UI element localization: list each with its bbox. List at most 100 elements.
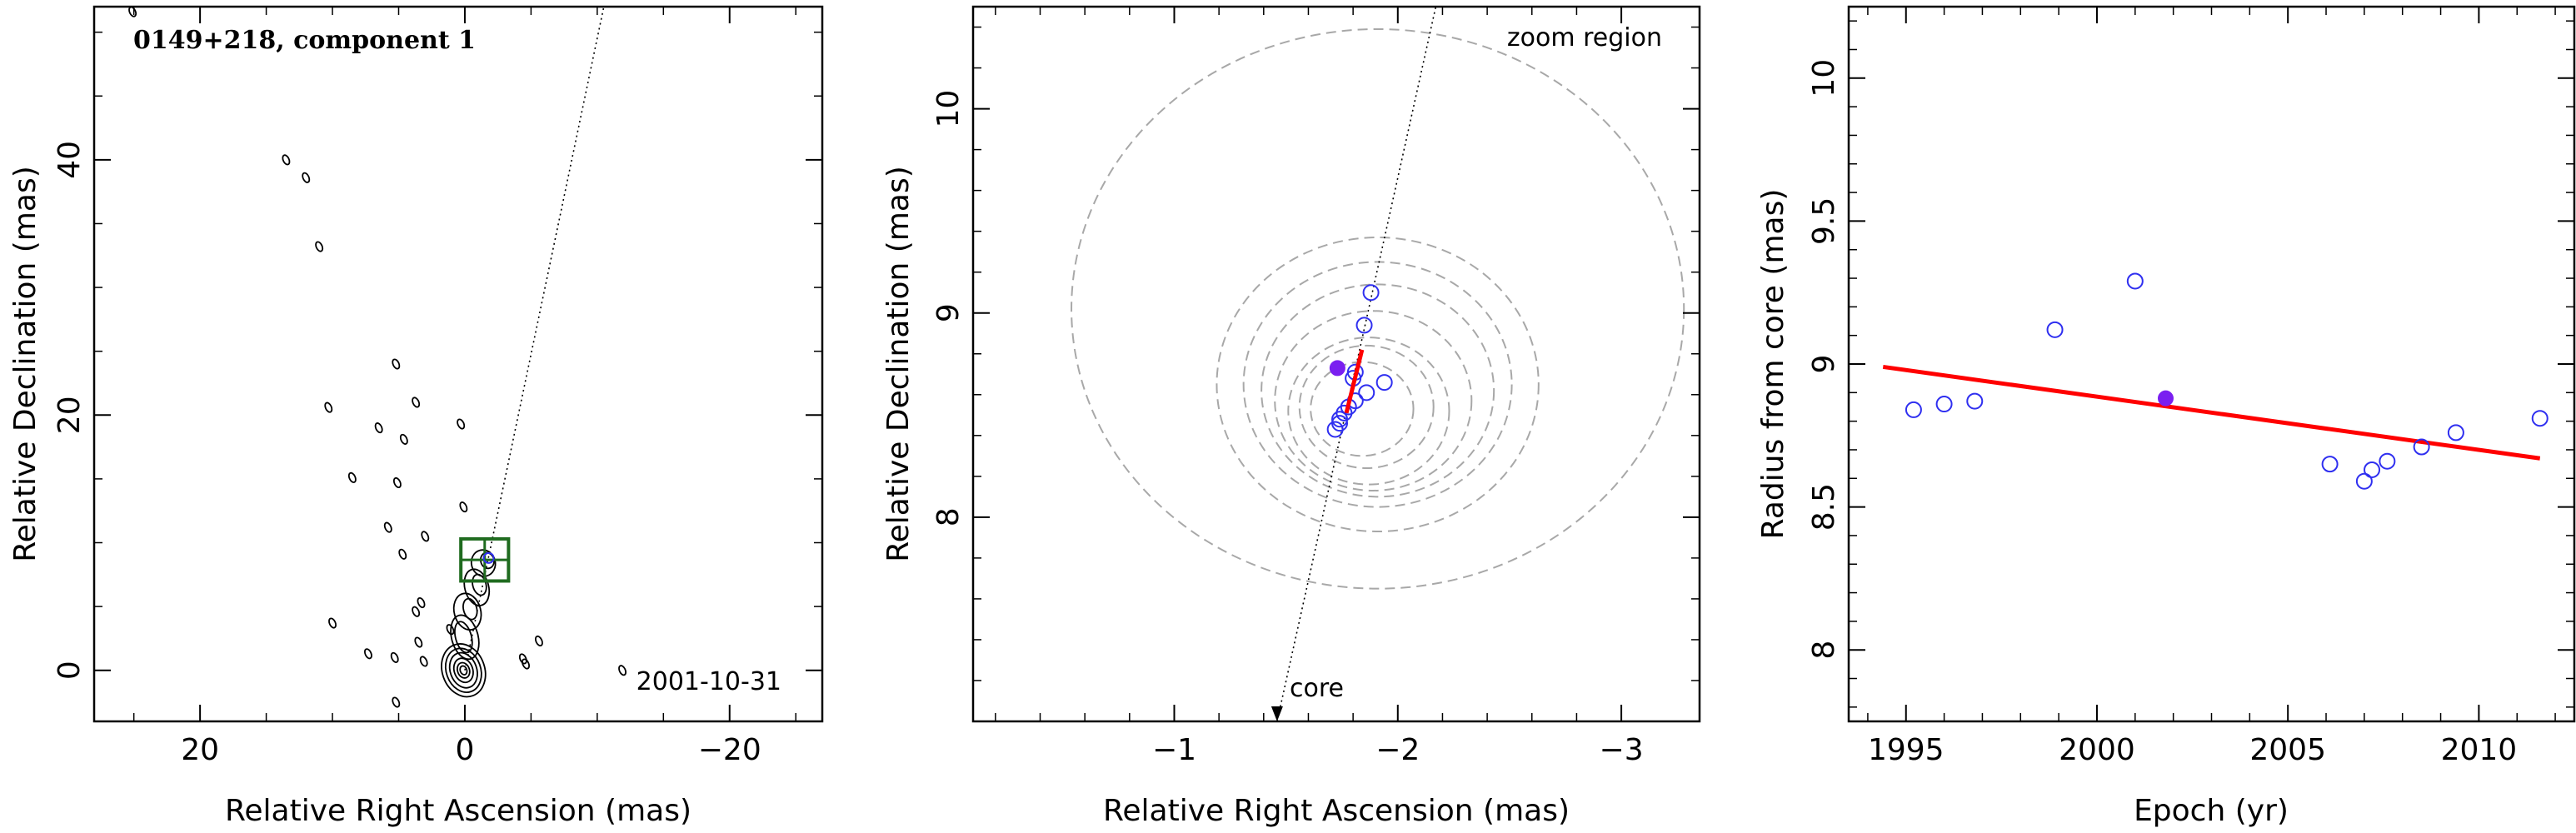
y-tick-label: 9 [1807, 355, 1841, 374]
panel3-xlabel: Epoch (yr) [2134, 794, 2289, 828]
x-tick-label: −2 [1375, 733, 1420, 767]
contour-island [302, 172, 311, 183]
contour-island [363, 648, 372, 660]
contour-island [417, 596, 426, 609]
contour-island [128, 7, 137, 17]
y-tick-label: 8 [1807, 641, 1841, 660]
data-point [1326, 421, 1344, 438]
jet-contour [472, 573, 487, 596]
data-point [2364, 461, 2381, 478]
contour-island [618, 665, 627, 676]
y-tick-label: 20 [52, 396, 87, 434]
data-point [1362, 284, 1380, 302]
y-tick-label: 8 [931, 507, 966, 526]
uncertainty-circle [1298, 344, 1435, 470]
contour-island [412, 606, 421, 617]
contour-island [459, 501, 468, 513]
y-tick-label: 8.5 [1807, 483, 1841, 531]
reference-point [1329, 360, 1345, 377]
y-tick-label: 10 [931, 90, 966, 128]
panel3-ylabel: Radius from core (mas) [1756, 189, 1790, 540]
panel1-ticks: 20 0 −20 0 20 40 [52, 7, 822, 767]
contour-island [324, 402, 333, 413]
component-marker [482, 551, 495, 564]
panel1-xlabel: Relative Right Ascension (mas) [225, 794, 691, 828]
jet-contour [452, 592, 482, 631]
data-point [2126, 272, 2144, 290]
contour-island [315, 241, 324, 252]
uncertainty-circle [1287, 337, 1450, 486]
x-tick-label: 2000 [2059, 733, 2135, 767]
core-arrowhead [1271, 706, 1283, 721]
contour-island [374, 422, 383, 434]
contour-island [412, 397, 421, 408]
data-point [2046, 321, 2064, 338]
panel3-frame [1847, 5, 2576, 723]
contour-island [414, 636, 423, 648]
contour-island [392, 476, 402, 489]
x-tick-label: 0 [455, 733, 474, 767]
core-contour [456, 661, 471, 679]
uncertainty-circle [1242, 261, 1513, 508]
core-contour [441, 643, 487, 698]
jet-direction-line [464, 7, 605, 671]
contour-island [534, 635, 543, 647]
jet-contour [454, 621, 473, 654]
panel2-xlabel: Relative Right Ascension (mas) [1103, 794, 1570, 828]
jet-contour [462, 597, 478, 621]
radius-plot-area [1882, 272, 2549, 490]
contour-island [398, 548, 407, 560]
contour-island [522, 658, 531, 670]
uncertainty-circle [1274, 310, 1473, 491]
data-point [2355, 472, 2373, 490]
contour-island [282, 154, 291, 166]
contour-island [419, 656, 428, 667]
map-epoch-label: 2001-10-31 [637, 667, 781, 696]
panel3-ticks: 1995 2000 2005 2010 8 8.5 9 9.5 10 [1807, 7, 2574, 767]
contour-island [421, 531, 430, 542]
x-tick-label: 2005 [2249, 733, 2326, 767]
uncertainty-circle [1216, 237, 1540, 533]
data-point [1966, 392, 1984, 410]
contour-island [392, 696, 401, 708]
data-point [1375, 374, 1393, 392]
core-contour [448, 651, 478, 689]
data-point [1331, 411, 1349, 428]
data-point [1355, 317, 1373, 334]
x-tick-label: 20 [181, 733, 219, 767]
contour-island [446, 624, 455, 636]
panel1-frame [92, 5, 824, 723]
data-point [2379, 452, 2396, 470]
zoom-region-panel: −1 −2 −3 8 9 10 zoom region core Relative Rig… [881, 5, 1701, 828]
contour-map-panel: 20 0 −20 0 20 40 0149+218, component 1 2001-1… [8, 5, 824, 828]
contour-island [390, 651, 399, 663]
y-tick-label: 10 [1807, 59, 1841, 97]
y-tick-label: 0 [52, 661, 87, 680]
core-label: core [1290, 674, 1344, 703]
panel2-ticks: −1 −2 −3 8 9 10 [931, 7, 1700, 767]
x-tick-label: −1 [1152, 733, 1196, 767]
data-point [2321, 456, 2339, 473]
uncertainty-circle [1071, 27, 1685, 590]
fit-line [1882, 364, 2541, 461]
data-point [2447, 424, 2464, 441]
contour-island [392, 358, 401, 370]
contour-island [347, 471, 357, 483]
jet-contour [463, 568, 491, 606]
uncertainty-circle [1310, 361, 1415, 457]
x-tick-label: 2010 [2441, 733, 2518, 767]
y-tick-label: 9.5 [1807, 197, 1841, 245]
contour-island [399, 433, 408, 445]
zoom-plot-area [1071, 7, 1685, 721]
jet-contour [450, 614, 480, 661]
data-point [2413, 438, 2430, 456]
contour-island [457, 418, 466, 430]
y-tick-label: 40 [52, 141, 87, 179]
reference-point [2157, 390, 2174, 407]
map-title: 0149+218, component 1 [133, 26, 476, 55]
panel2-frame [971, 5, 1701, 723]
contour-island [328, 617, 337, 629]
core-contour [459, 665, 468, 676]
trend-segment [1344, 349, 1365, 414]
